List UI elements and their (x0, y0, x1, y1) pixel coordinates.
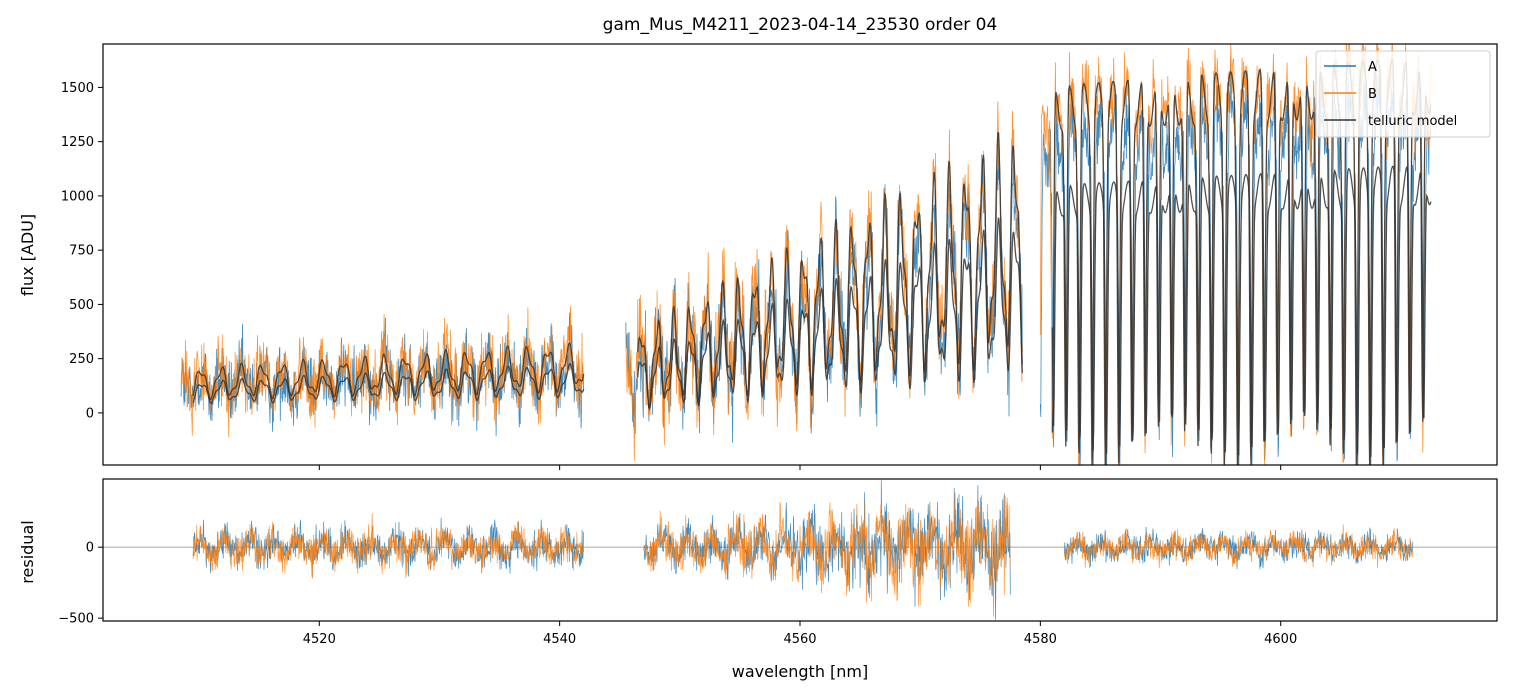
flux-y-tick-label: 0 (86, 406, 94, 421)
legend-entry-a: A (1368, 60, 1377, 75)
flux-y-tick-label: 1250 (61, 135, 94, 150)
telluric-model-line-1-segment-1 (192, 363, 585, 405)
residual-panel: −500 0 4520 4540 4560 4580 4600 residual wave… (18, 478, 1498, 681)
x-tick-label: 4600 (1264, 632, 1297, 647)
telluric-model-line-2-segment-1 (192, 342, 585, 401)
telluric-model-line-1-segment-2 (637, 217, 1023, 411)
residual-x-ticks: 4520 4540 4560 4580 4600 (303, 621, 1297, 647)
residual-series-b-segment-1 (192, 513, 585, 579)
flux-panel: 0 250 500 750 1000 1250 1500 flux [ADU] A B te… (18, 43, 1498, 470)
residual-y-ticks: −500 0 (58, 541, 103, 627)
legend-entry-b: B (1368, 87, 1377, 102)
residual-series-b-segment-3 (1064, 524, 1414, 569)
flux-x-ticks (318, 465, 1282, 470)
legend-box (1315, 50, 1491, 138)
residual-y-axis-label: residual (18, 520, 37, 583)
flux-series-b-segment-1 (180, 306, 585, 438)
x-axis-label: wavelength [nm] (732, 662, 869, 681)
x-tick-label: 4520 (303, 632, 336, 647)
telluric-model-line-2-segment-2 (637, 131, 1023, 409)
x-tick-label: 4540 (543, 632, 576, 647)
residual-plot-area (103, 480, 1497, 620)
x-tick-label: 4580 (1024, 632, 1057, 647)
flux-y-tick-label: 250 (69, 352, 94, 367)
flux-y-tick-label: 750 (69, 244, 94, 259)
flux-y-tick-label: 1500 (61, 81, 94, 96)
flux-series-a-segment-1 (180, 312, 585, 437)
residual-y-tick-label: 0 (86, 541, 94, 556)
figure-title: gam_Mus_M4211_2023-04-14_23530 order 04 (603, 15, 998, 35)
residual-y-tick-label: −500 (58, 612, 94, 627)
residual-series-b-segment-2 (643, 492, 1011, 617)
legend-entry-model: telluric model (1368, 114, 1457, 129)
flux-y-axis-label: flux [ADU] (18, 214, 37, 296)
legend: A B telluric model (1315, 50, 1491, 138)
telluric-model-line-2-segment-3 (1051, 58, 1432, 465)
flux-y-ticks: 0 250 500 750 1000 1250 1500 (61, 81, 103, 421)
flux-y-tick-label: 1000 (61, 189, 94, 204)
flux-y-tick-label: 500 (69, 298, 94, 313)
x-tick-label: 4560 (783, 632, 816, 647)
